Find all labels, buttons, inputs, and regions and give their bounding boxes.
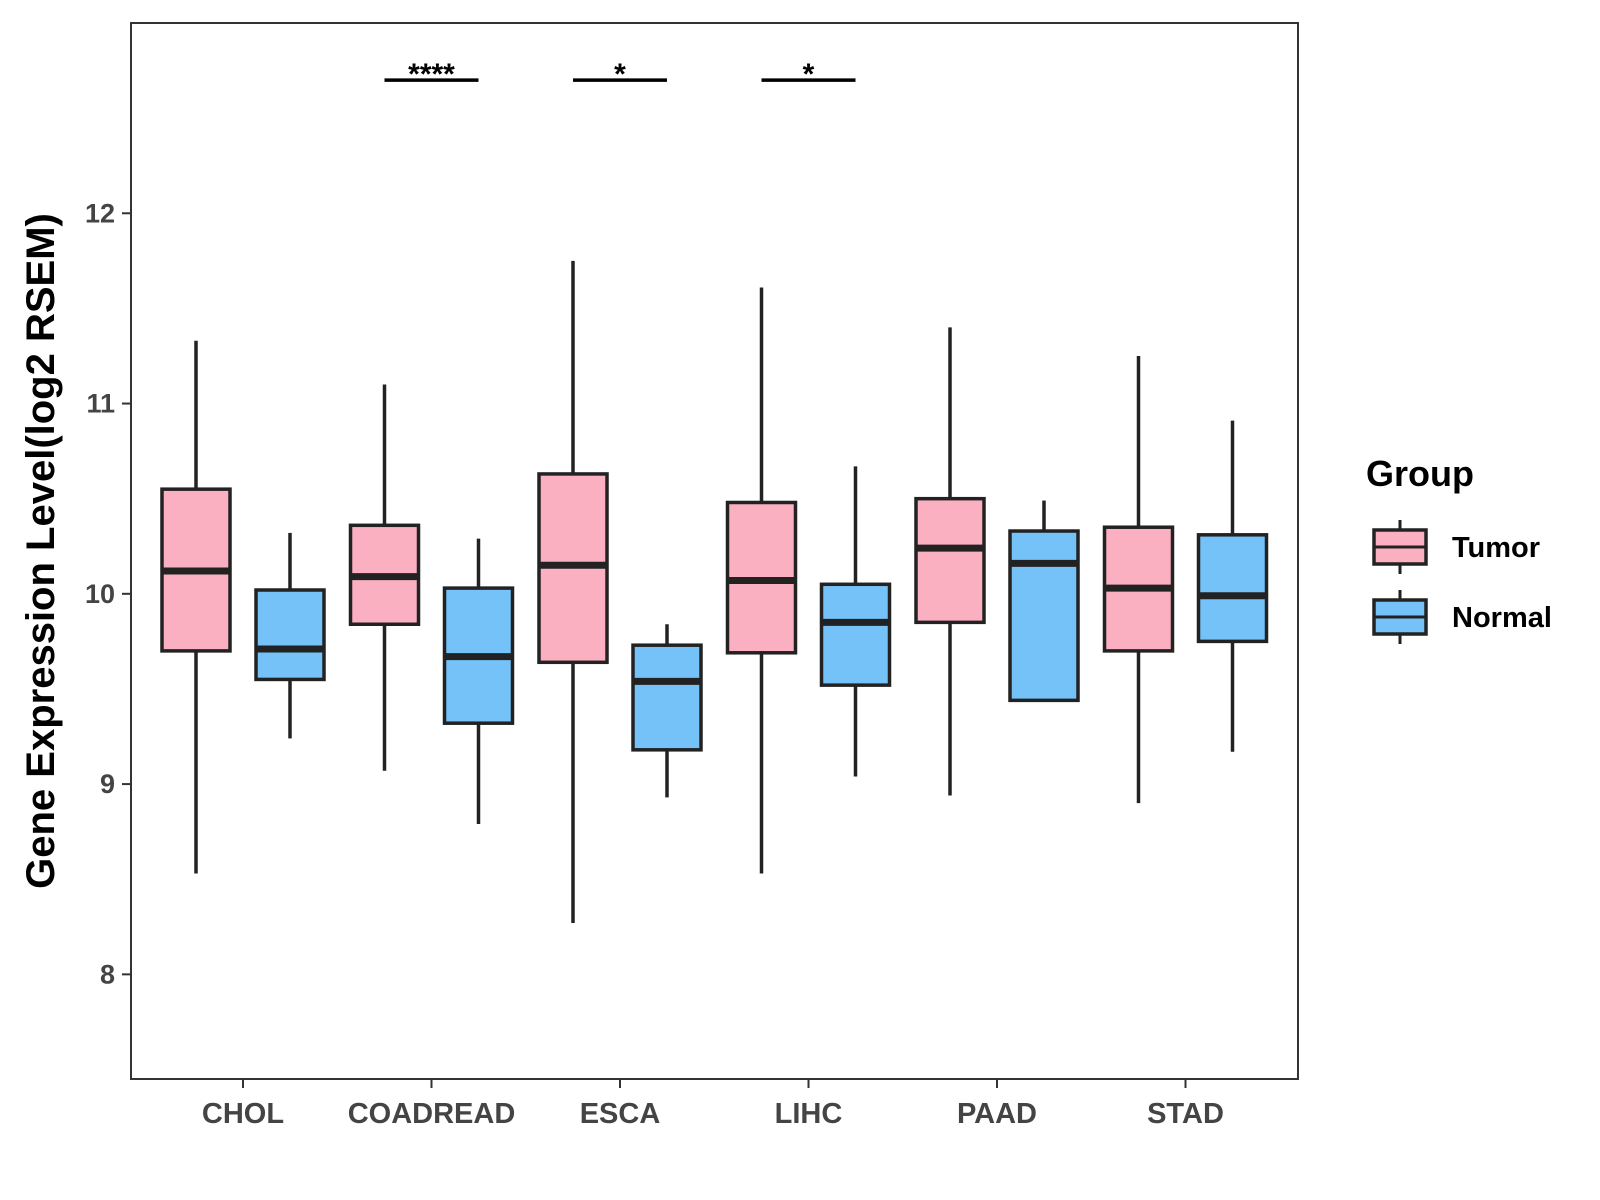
legend-item-normal: Normal bbox=[1372, 590, 1552, 644]
box-normal-stad bbox=[1196, 420, 1269, 752]
x-tick-label-esca: ESCA bbox=[580, 1098, 661, 1130]
significance-esca: * bbox=[573, 58, 667, 91]
x-tick-label-chol: CHOL bbox=[202, 1098, 284, 1130]
significance-label: **** bbox=[408, 58, 455, 91]
y-tick-label: 8 bbox=[100, 959, 115, 989]
box-tumor-chol bbox=[160, 340, 232, 874]
box-tumor-paad bbox=[914, 327, 986, 796]
box-tumor-stad bbox=[1102, 355, 1175, 804]
box-tumor-lihc bbox=[725, 287, 798, 874]
box-body bbox=[631, 643, 703, 752]
box-body bbox=[914, 496, 986, 625]
box-normal-lihc bbox=[819, 466, 892, 777]
box-normal-esca bbox=[631, 624, 703, 798]
x-tick-label-stad: STAD bbox=[1147, 1098, 1224, 1130]
significance-label: * bbox=[803, 58, 815, 91]
box-body bbox=[1196, 533, 1269, 644]
box-body bbox=[819, 582, 892, 687]
x-tick-label-lihc: LIHC bbox=[775, 1098, 843, 1130]
box-normal-coadread bbox=[442, 538, 515, 825]
y-tick-label: 12 bbox=[85, 198, 115, 228]
box-normal-chol bbox=[254, 532, 326, 739]
x-tick-label-paad: PAAD bbox=[957, 1098, 1037, 1130]
y-axis-title: Gene Expression Level(log2 RSEM) bbox=[19, 213, 63, 889]
box-normal-paad bbox=[1008, 500, 1080, 703]
box-body bbox=[1008, 529, 1080, 703]
legend-title: Group bbox=[1366, 453, 1474, 494]
legend-label: Tumor bbox=[1452, 532, 1540, 564]
y-tick-label: 11 bbox=[86, 389, 115, 419]
legend-item-tumor: Tumor bbox=[1372, 520, 1540, 574]
box-tumor-esca bbox=[537, 260, 609, 923]
significance-coadread: **** bbox=[384, 58, 479, 91]
x-axis: CHOL COADREAD ESCA LIHC PAAD STAD bbox=[202, 1079, 1224, 1130]
y-tick-label: 10 bbox=[85, 579, 115, 609]
box-tumor-coadread bbox=[348, 384, 421, 771]
legend-label: Normal bbox=[1452, 602, 1552, 634]
significance-layer: **** * * bbox=[384, 58, 856, 91]
box-body bbox=[254, 588, 326, 682]
significance-label: * bbox=[614, 58, 626, 91]
legend: Group Tumor Normal bbox=[1366, 453, 1552, 644]
box-layer bbox=[160, 260, 1269, 923]
x-tick-label-coadread: COADREAD bbox=[348, 1098, 516, 1130]
y-tick-label: 9 bbox=[100, 769, 115, 799]
significance-lihc: * bbox=[761, 58, 856, 91]
y-axis: 8 9 10 11 12 bbox=[85, 198, 131, 989]
